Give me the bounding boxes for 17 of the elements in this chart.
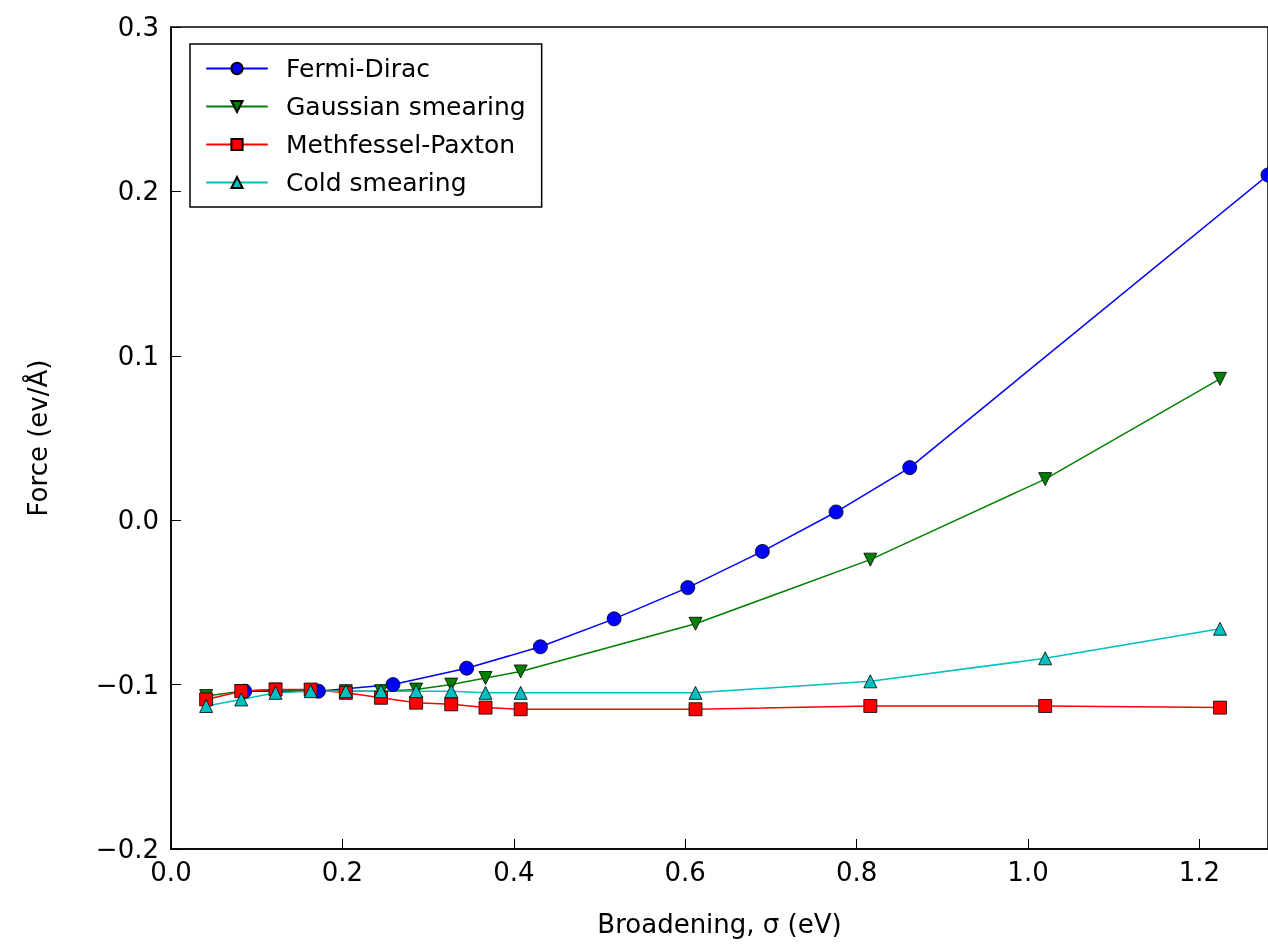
y-tick-label: 0.1 [117,340,159,371]
legend-label: Cold smearing [286,168,467,197]
y-tick-label: 0.3 [117,12,159,42]
x-tick-label: 1.0 [1007,857,1049,887]
x-tick-label: 0.6 [664,857,706,887]
x-tick-label: 1.2 [1178,857,1221,887]
y-tick-label: −0.1 [95,669,159,700]
legend-label: Methfessel-Paxton [286,130,516,159]
x-tick-label: 0.4 [493,857,535,887]
x-tick-label: 0.2 [321,857,364,887]
x-axis-title: Broadening, σ (eV) [597,909,842,939]
legend-label: Gaussian smearing [286,92,526,121]
x-tick-label: 0.8 [835,857,878,887]
legend-label: Fermi-Dirac [286,54,431,83]
y-tick-label: 0.0 [117,505,159,536]
y-axis-title: Force (ev/Å) [22,359,53,517]
y-tick-label: 0.2 [117,176,159,207]
